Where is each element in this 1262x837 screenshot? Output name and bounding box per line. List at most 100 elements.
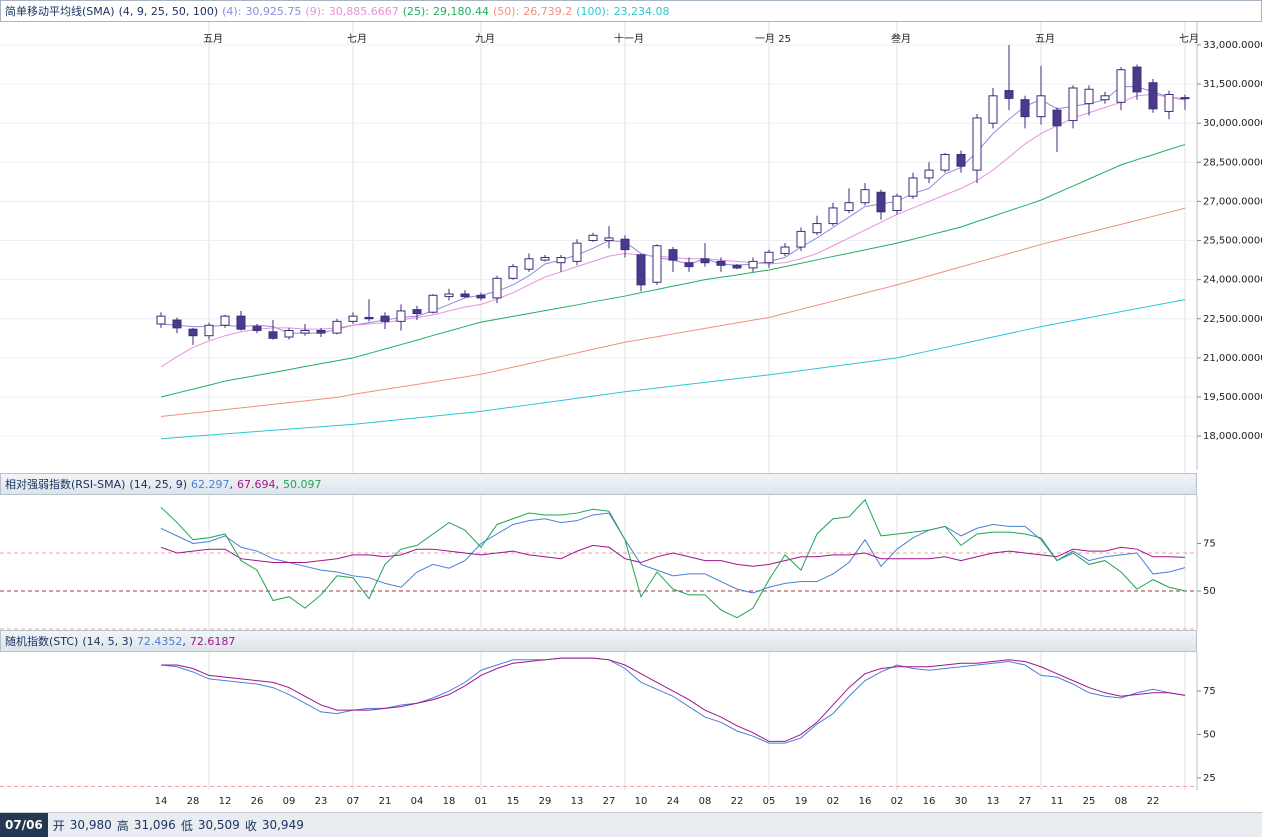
candle-body — [924, 169, 934, 179]
series-line — [160, 512, 1186, 594]
candle-body — [236, 315, 246, 330]
candle-body — [492, 277, 502, 299]
y-tick-label: 33,000.0000 — [1203, 40, 1262, 51]
status-value: 30,509 — [197, 818, 240, 832]
x-tick-label: 25 — [1083, 796, 1096, 807]
candle-body — [972, 117, 982, 171]
candle-body — [156, 315, 166, 325]
candle-body — [332, 320, 342, 334]
series-line — [160, 93, 1186, 368]
legend-name: (100): — [576, 4, 610, 18]
candle-body — [700, 258, 710, 264]
y-tick-label: 24,000.0000 — [1203, 275, 1262, 286]
candle-body — [1132, 66, 1142, 93]
x-tick-label: 29 — [539, 796, 552, 807]
candle-body — [444, 293, 454, 298]
candle-body — [1004, 90, 1014, 99]
candle-body — [1148, 82, 1158, 110]
candle-body — [988, 95, 998, 124]
status-value: 30,980 — [69, 818, 112, 832]
candle-body — [380, 315, 390, 322]
x-tick-label: 16 — [923, 796, 936, 807]
candle-body — [716, 260, 726, 266]
candle-body — [1020, 99, 1030, 118]
y-tick-label: 21,000.0000 — [1203, 353, 1262, 364]
candle-body — [556, 256, 566, 264]
x-tick-label: 13 — [571, 796, 584, 807]
indicator-title: 随机指数(STC) — [5, 635, 79, 648]
candle-body — [476, 294, 486, 299]
x-tick-label: 02 — [891, 796, 904, 807]
x-tick-label: 04 — [411, 796, 424, 807]
month-label: 九月 — [475, 33, 495, 45]
candle-body — [284, 329, 294, 338]
candle-body — [684, 262, 694, 268]
x-tick-label: 23 — [315, 796, 328, 807]
candle-body — [460, 293, 470, 298]
candle-body — [396, 310, 406, 322]
candle-body — [796, 230, 806, 248]
legend-value: 72.4352 — [137, 635, 186, 648]
legend-value: 30,885.6667 — [328, 4, 399, 18]
indicator-params: (14, 25, 9) — [129, 477, 187, 491]
candle-body — [1100, 95, 1110, 101]
legend-value: 30,925.75 — [245, 4, 302, 18]
y-tick-label: 27,000.0000 — [1203, 196, 1262, 207]
month-label: 一月 25 — [755, 33, 791, 45]
indicator-params: (14, 5, 3) — [82, 634, 133, 648]
legend-value: 29,180.44 — [433, 4, 489, 18]
status-bar: 07/06 开 30,980 高 31,096 低 30,509 收 30,949 — [0, 812, 1262, 837]
candle-body — [876, 191, 886, 213]
series-line — [160, 544, 1186, 567]
candle-body — [172, 319, 182, 329]
x-tick-label: 07 — [347, 796, 360, 807]
indicator-title: 简单移动平均线(SMA) — [5, 5, 115, 18]
rsi-header: 相对强弱指数(RSI-SMA)(14, 25, 9) 62.297 67.69450… — [0, 473, 1197, 495]
y-tick-label: 19,500.0000 — [1203, 392, 1262, 403]
legend-value: 67.694 — [237, 478, 279, 491]
candle-body — [748, 260, 758, 269]
candle-body — [1068, 87, 1078, 122]
y-tick-label: 75 — [1203, 538, 1216, 549]
legend-name: (25): — [402, 4, 429, 18]
candle-body — [428, 294, 438, 313]
x-tick-label: 18 — [443, 796, 456, 807]
legend-name: (9): — [305, 4, 325, 18]
x-tick-label: 14 — [155, 796, 168, 807]
candle-body — [764, 251, 774, 264]
legend-value: 23,234.08 — [613, 4, 670, 18]
candle-body — [940, 153, 950, 171]
x-tick-label: 27 — [1019, 796, 1032, 807]
sma-header: 简单移动平均线(SMA) (4, 9, 25, 50, 100) (4): 30,92… — [0, 0, 1262, 22]
candle-body — [1052, 109, 1062, 127]
month-label: 五月 — [203, 33, 223, 45]
candle-body — [668, 249, 678, 261]
candle-body — [540, 256, 550, 261]
candle-body — [844, 202, 854, 212]
candle-body — [732, 264, 742, 269]
status-label: 收 — [244, 818, 257, 833]
month-label: 十一月 — [614, 32, 644, 45]
y-tick-label: 75 — [1203, 686, 1216, 697]
candle-body — [268, 331, 278, 339]
x-tick-label: 28 — [187, 796, 200, 807]
candle-body — [588, 234, 598, 242]
x-tick-label: 27 — [603, 796, 616, 807]
candle-body — [252, 326, 262, 331]
candle-body — [780, 246, 790, 255]
candle-body — [300, 329, 310, 334]
candle-body — [604, 237, 614, 242]
legend-value: 72.6187 — [189, 634, 236, 648]
x-tick-label: 21 — [379, 796, 392, 807]
candle-body — [524, 258, 534, 270]
status-value: 31,096 — [133, 818, 176, 832]
candle-body — [956, 153, 966, 167]
x-tick-label: 05 — [763, 796, 776, 807]
month-label: 七月 — [1179, 33, 1199, 45]
candle-body — [892, 195, 902, 212]
series-line — [160, 498, 1186, 619]
status-label: 低 — [180, 818, 193, 833]
x-tick-label: 24 — [667, 796, 680, 807]
candle-body — [188, 328, 198, 337]
